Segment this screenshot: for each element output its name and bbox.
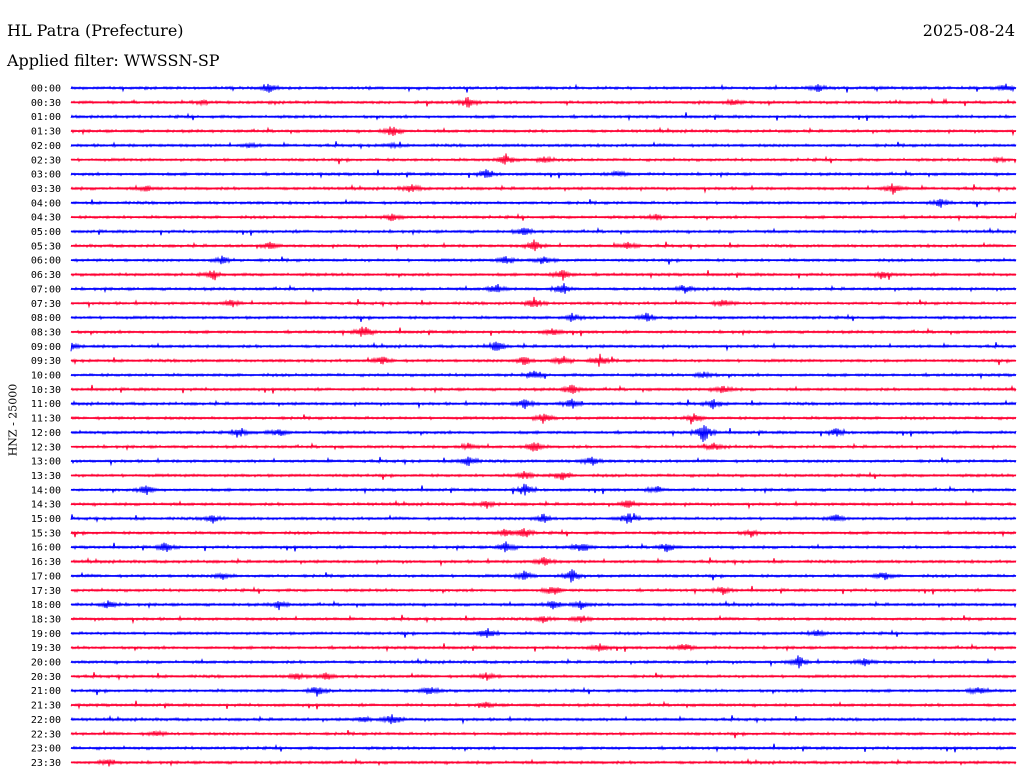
row-time-label: 06:00 [31,256,61,267]
row-time-label: 08:00 [31,313,61,324]
filter-label: Applied filter: WWSSN-SP [7,51,220,70]
row-time-label: 18:00 [31,600,61,611]
row-time-label: 12:30 [31,442,61,453]
row-time-label: 02:30 [31,155,61,166]
row-time-label: 21:30 [31,701,61,712]
row-time-label: 15:30 [31,528,61,539]
station-title: HL Patra (Prefecture) [7,21,184,40]
row-time-label: 16:30 [31,557,61,568]
row-time-label: 17:00 [31,571,61,582]
row-time-label: 13:00 [31,457,61,468]
row-time-label: 10:00 [31,371,61,382]
row-time-label: 21:00 [31,686,61,697]
row-time-label: 00:00 [31,84,61,95]
seismic-trace [70,413,1017,425]
seismic-trace [70,296,1017,309]
row-time-label: 11:00 [31,399,61,410]
row-time-label: 22:00 [31,715,61,726]
seismic-trace [70,686,1017,697]
row-time-label: 14:00 [31,485,61,496]
row-time-label: 19:00 [31,629,61,640]
row-time-label: 22:30 [31,729,61,740]
row-time-label: 06:30 [31,270,61,281]
row-time-label: 10:30 [31,385,61,396]
row-time-label: 20:00 [31,658,61,669]
row-time-label: 18:30 [31,614,61,625]
row-time-label: 05:30 [31,241,61,252]
row-time-label: 00:30 [31,98,61,109]
row-time-label: 23:30 [31,758,61,769]
row-time-label: 02:00 [31,141,61,152]
row-time-label: 03:30 [31,184,61,195]
row-time-label: 04:00 [31,198,61,209]
row-time-label: 07:30 [31,299,61,310]
row-time-label: 09:00 [31,342,61,353]
row-time-label: 13:30 [31,471,61,482]
row-time-label: 20:30 [31,672,61,683]
row-time-label: 12:00 [31,428,61,439]
row-time-label: 14:30 [31,500,61,511]
seismic-trace [70,425,1017,442]
row-time-label: 11:30 [31,414,61,425]
row-time-label: 07:00 [31,284,61,295]
row-time-label: 16:00 [31,543,61,554]
row-time-label: 15:00 [31,514,61,525]
row-time-label: 03:00 [31,170,61,181]
row-time-label: 23:00 [31,744,61,755]
row-time-label: 04:30 [31,213,61,224]
row-time-label: 05:00 [31,227,61,238]
date-label: 2025-08-24 [922,21,1015,40]
row-time-label: 08:30 [31,327,61,338]
row-time-label: 01:30 [31,127,61,138]
row-time-label: 01:00 [31,112,61,123]
row-time-label: 17:30 [31,586,61,597]
row-time-label: 09:30 [31,356,61,367]
row-time-label: 19:30 [31,643,61,654]
